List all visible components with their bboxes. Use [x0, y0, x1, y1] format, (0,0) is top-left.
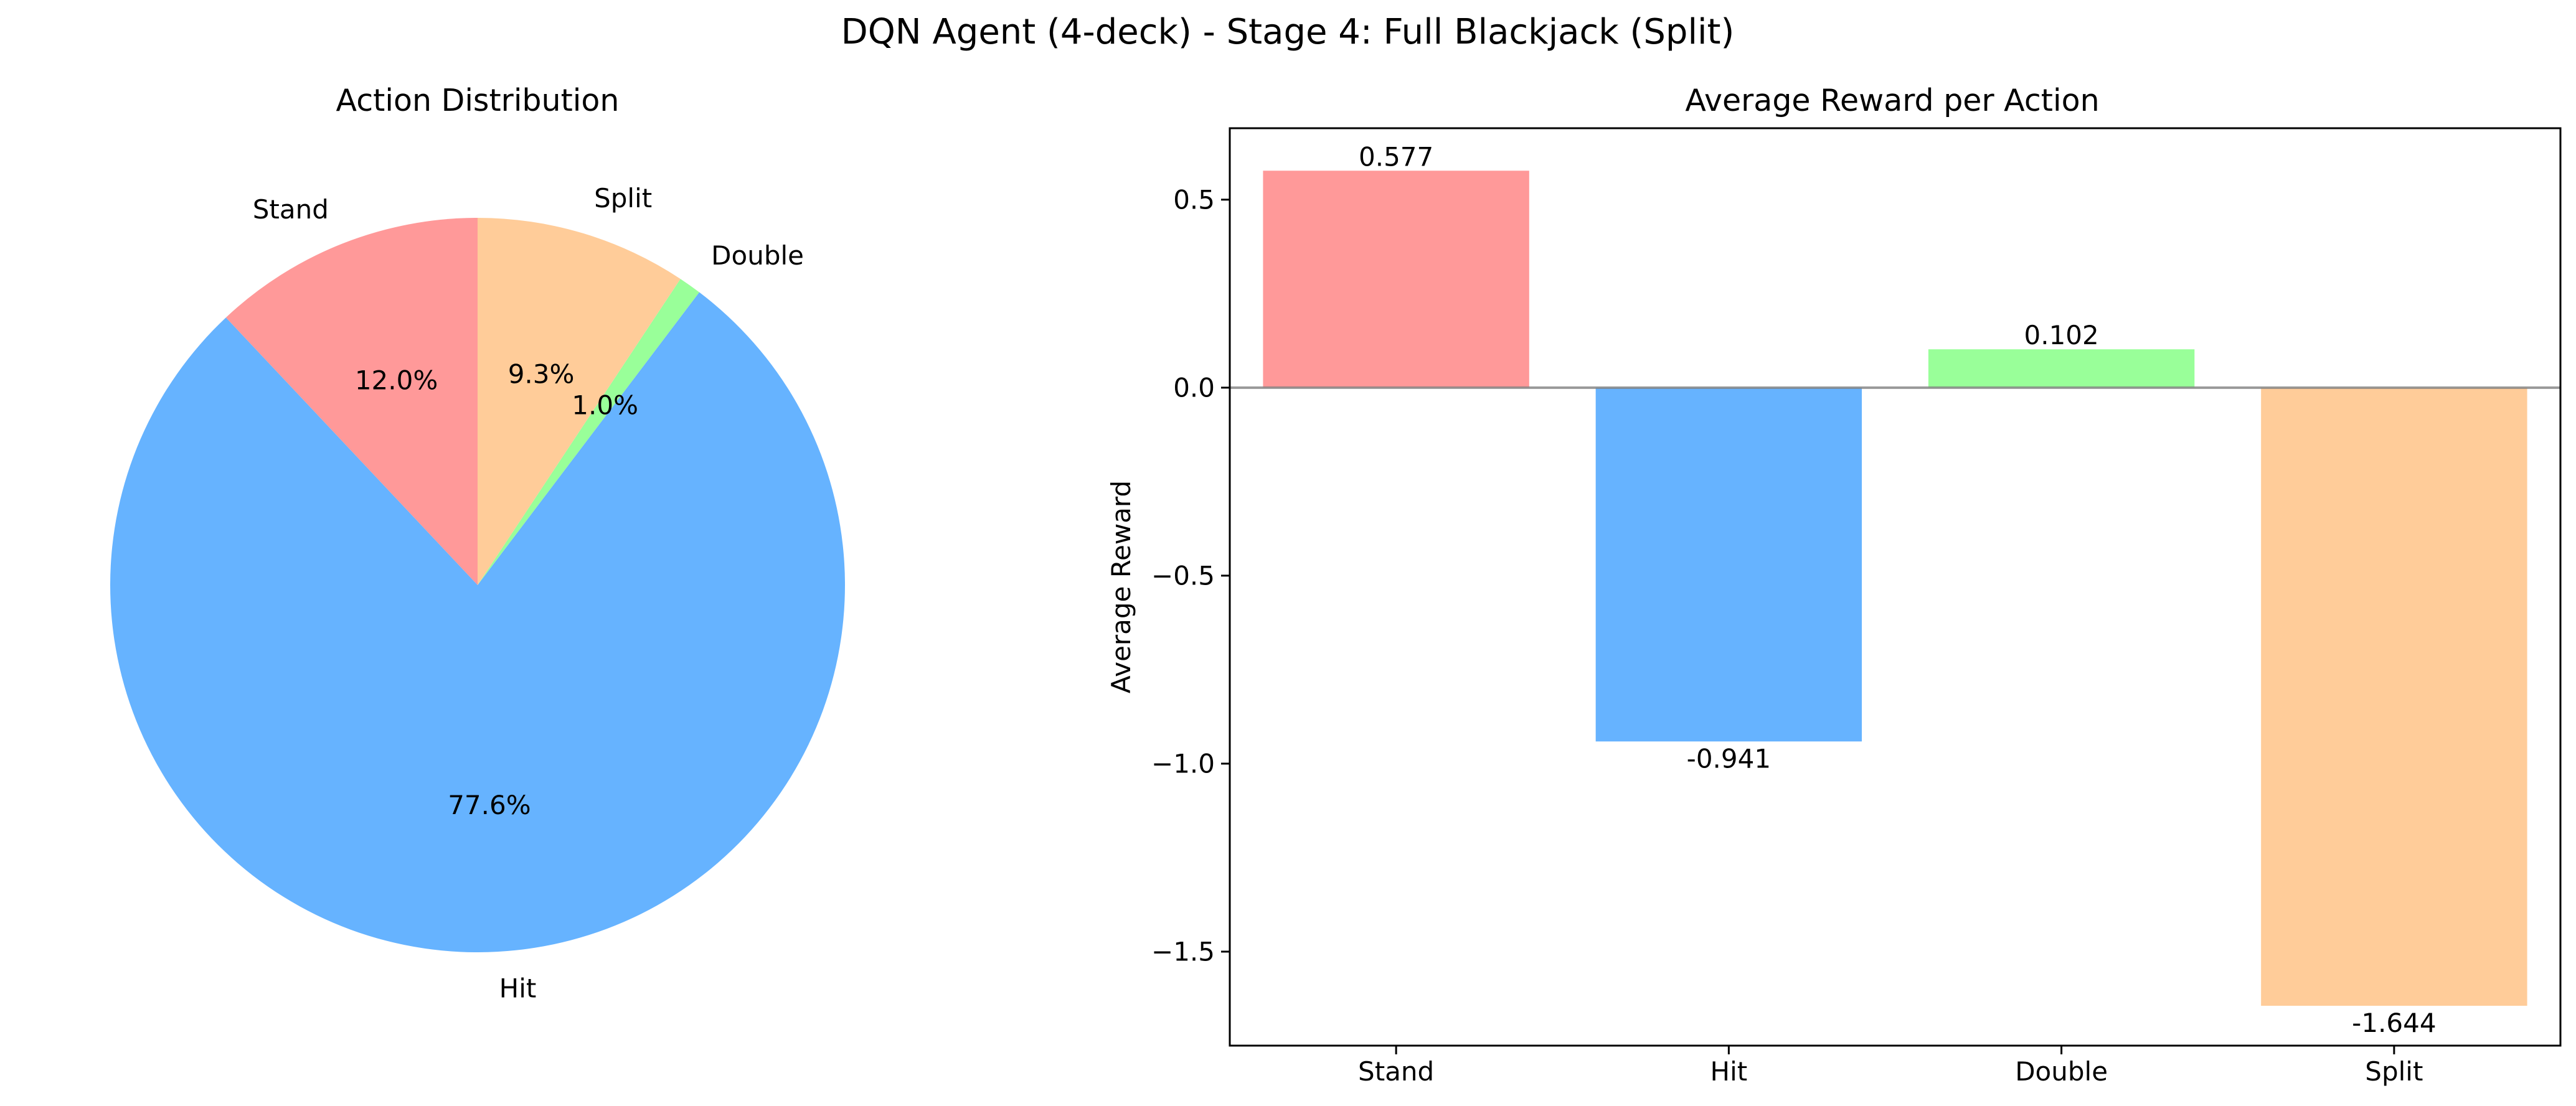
- bar-x-ticks: Stand Hit Double Split: [1358, 1046, 2423, 1087]
- bar-double: [1928, 349, 2195, 388]
- ytick-label: 0.5: [1173, 184, 1215, 215]
- pie-slice-hit: [110, 292, 846, 953]
- pie-slice-split: [478, 218, 681, 585]
- xtick-label-split: Split: [2365, 1056, 2423, 1087]
- ytick-label: −1.0: [1151, 748, 1215, 779]
- pie-label-split: Split: [594, 183, 652, 213]
- pie-slice-stand: [225, 218, 478, 585]
- pie-chart-panel: Action Distribution Stand 12.0% Hit 77.6% Do…: [110, 83, 846, 1004]
- pie-slices: [110, 218, 846, 953]
- pie-slice-double: [478, 279, 700, 585]
- ytick-label: −0.5: [1151, 560, 1215, 591]
- ytick-label: −1.5: [1151, 936, 1215, 967]
- xtick-label-hit: Hit: [1710, 1056, 1748, 1087]
- pie-label-stand: Stand: [253, 194, 329, 225]
- bar-data-labels: 0.577 -0.941 0.102 -1.644: [1359, 141, 2437, 1038]
- data-label-stand: 0.577: [1359, 141, 1433, 172]
- pie-label-double: Double: [711, 240, 804, 271]
- bar-axis-ticks: 0.5 0.0 −0.5 −1.0 −1.5: [1151, 184, 1230, 967]
- bar-chart-panel: Average Reward per Action Average Reward…: [1106, 83, 2562, 1087]
- bar-stand: [1263, 171, 1529, 388]
- bar-hit: [1595, 387, 1862, 742]
- pie-pct-stand: 12.0%: [355, 365, 438, 395]
- data-label-double: 0.102: [2024, 320, 2099, 350]
- bar-chart-ylabel: Average Reward: [1106, 480, 1136, 693]
- data-label-hit: -0.941: [1687, 743, 1771, 774]
- bar-bars: [1263, 171, 2527, 1006]
- bar-axes-frame: [1229, 127, 2562, 1047]
- pie-chart-title: Action Distribution: [336, 83, 620, 118]
- figure-suptitle: DQN Agent (4-deck) - Stage 4: Full Black…: [841, 12, 1735, 52]
- xtick-label-stand: Stand: [1358, 1056, 1434, 1087]
- pie-pct-hit: 77.6%: [448, 790, 531, 820]
- pie-label-hit: Hit: [499, 973, 537, 1004]
- bar-split: [2261, 387, 2527, 1006]
- ytick-label: 0.0: [1173, 372, 1215, 403]
- data-label-split: -1.644: [2352, 1008, 2436, 1038]
- pie-pct-split: 9.3%: [508, 359, 575, 390]
- pie-pct-double: 1.0%: [572, 390, 638, 421]
- xtick-label-double: Double: [2015, 1056, 2108, 1087]
- pie-labels: Stand 12.0% Hit 77.6% Double 1.0% Split 9.3%: [253, 183, 804, 1004]
- bar-chart-title: Average Reward per Action: [1685, 83, 2099, 118]
